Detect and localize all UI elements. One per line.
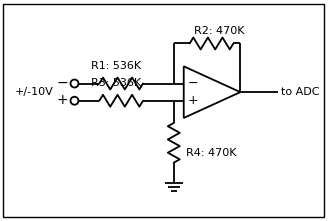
Text: −: − <box>188 77 198 90</box>
Text: to ADC: to ADC <box>281 87 319 97</box>
Text: R1: 536K: R1: 536K <box>91 61 141 70</box>
Text: +/-10V: +/-10V <box>15 87 54 97</box>
Text: R3: 536K: R3: 536K <box>91 78 141 88</box>
Text: +: + <box>57 93 68 107</box>
Text: +: + <box>187 94 198 107</box>
Text: −: − <box>57 76 68 90</box>
Text: R4: 470K: R4: 470K <box>186 148 236 158</box>
Text: R2: 470K: R2: 470K <box>194 25 245 36</box>
